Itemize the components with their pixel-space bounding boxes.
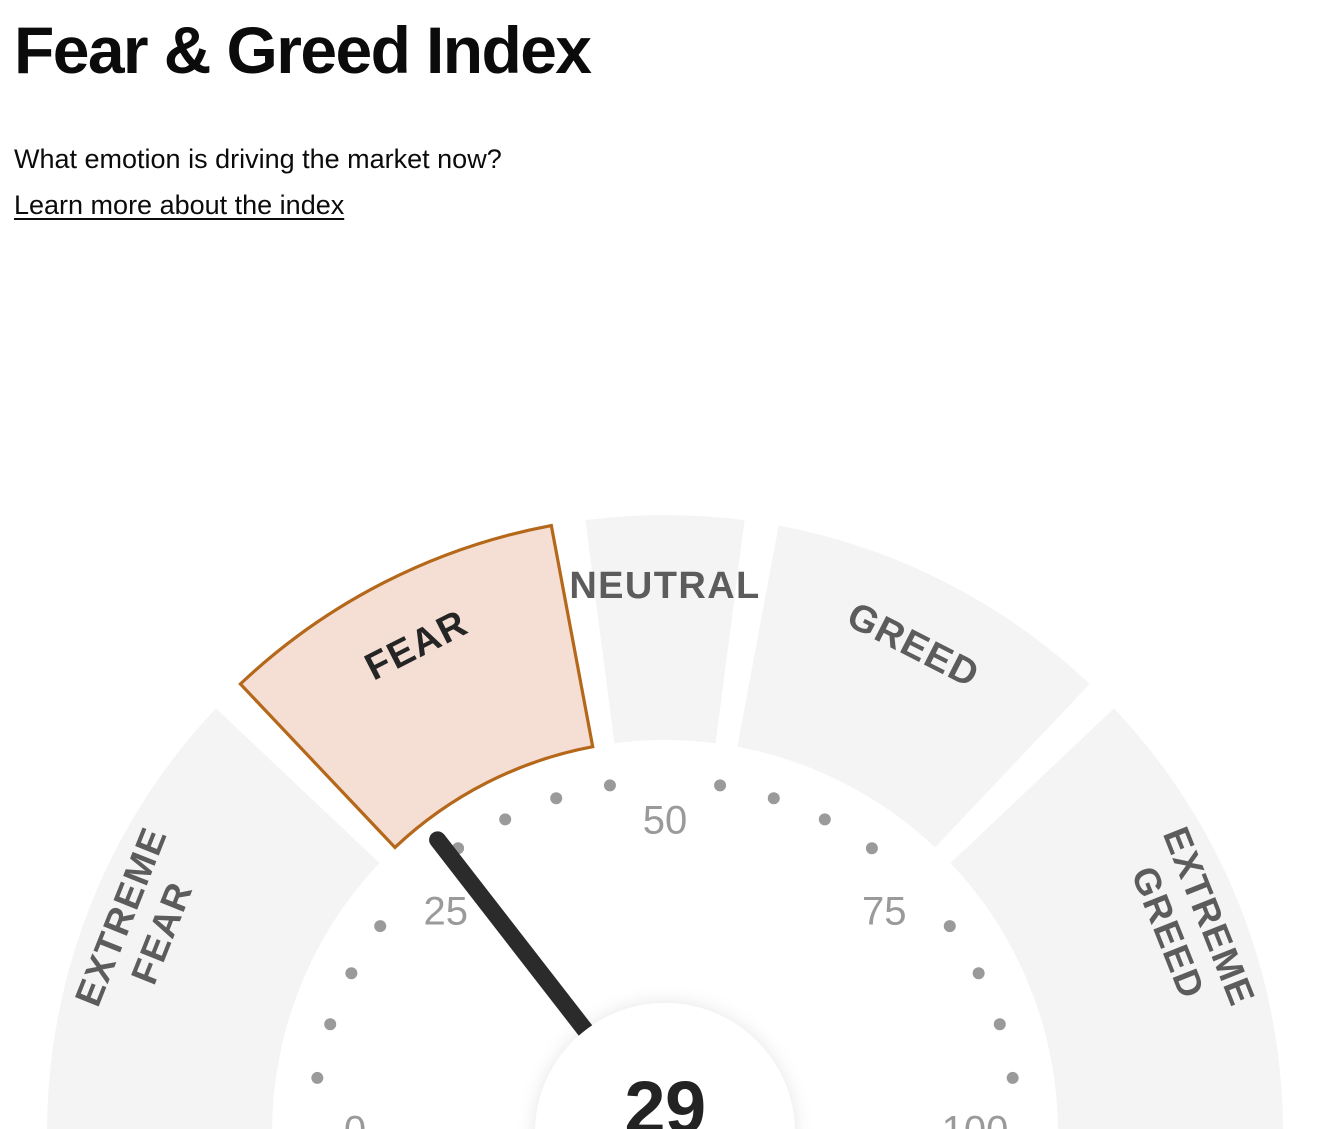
gauge-tick-label: 50: [643, 799, 688, 843]
gauge-segment-greed: [737, 525, 1090, 848]
gauge-tick-dot: [550, 792, 563, 805]
gauge-tick-dot: [324, 1018, 337, 1031]
gauge-tick-group: [311, 779, 1019, 1084]
gauge-tick-dot: [345, 967, 358, 980]
gauge-tick-dot: [374, 920, 387, 933]
gauge-tick-dot: [972, 967, 985, 980]
gauge-tick-label: 100: [942, 1109, 1009, 1129]
gauge-value: 29: [624, 1066, 705, 1129]
gauge-segment-neutral: [585, 515, 745, 744]
gauge-tick-dot: [603, 779, 616, 792]
gauge-tick-dot: [818, 813, 831, 826]
gauge-segment-label: NEUTRAL: [569, 565, 760, 607]
gauge-tick-dot: [865, 842, 878, 855]
page-title: Fear & Greed Index: [14, 13, 592, 87]
gauge-segment-extreme-greed: [950, 708, 1283, 1129]
gauge-segment-fear: [238, 523, 595, 850]
gauge-tick-dot: [767, 792, 780, 805]
page-subtitle: What emotion is driving the market now?: [14, 144, 502, 174]
gauge-svg: EXTREMEFEARFEARNEUTRALGREEDEXTREMEGREED …: [47, 515, 1283, 1129]
gauge-tick-dot: [311, 1071, 324, 1084]
fear-greed-gauge: EXTREMEFEAR FEAR NEUTRAL GREED EXTREMEGREED …: [0, 398, 1323, 1129]
gauge-segment-extreme-fear: [47, 708, 380, 1129]
gauge-tick-dot: [943, 920, 956, 933]
gauge-hub: [535, 1003, 795, 1129]
page-header: Fear & Greed Index What emotion is drivi…: [14, 10, 1294, 222]
gauge-tick-label: 25: [424, 889, 469, 933]
gauge-tick-label: 0: [344, 1109, 366, 1129]
gauge-tick-dot: [714, 779, 727, 792]
gauge-tick-dot: [1006, 1071, 1019, 1084]
gauge-tick-dot: [993, 1018, 1006, 1031]
gauge-tick-dot: [499, 813, 512, 826]
gauge-tick-label: 75: [862, 889, 907, 933]
gauge-segment-group: [47, 515, 1283, 1129]
learn-more-link[interactable]: Learn more about the index: [14, 190, 345, 220]
gauge-tick-label-group: 0 25 50 75 100: [344, 799, 1009, 1129]
